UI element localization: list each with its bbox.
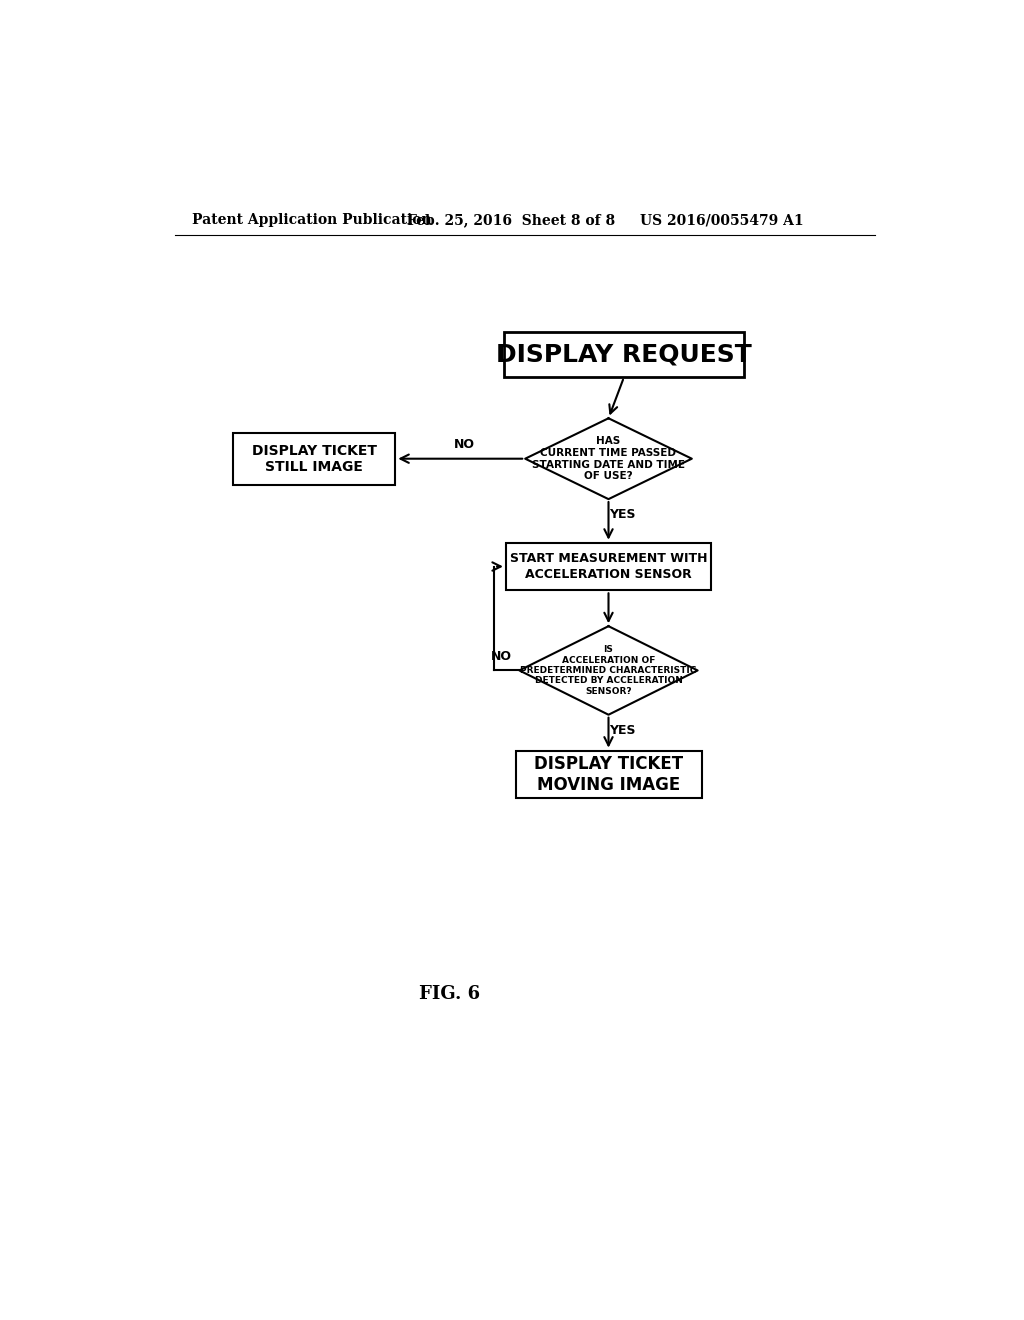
Text: START MEASUREMENT WITH
ACCELERATION SENSOR: START MEASUREMENT WITH ACCELERATION SENS… [510, 553, 708, 581]
Text: YES: YES [609, 508, 636, 521]
Text: NO: NO [454, 438, 475, 451]
Text: FIG. 6: FIG. 6 [419, 985, 480, 1003]
Bar [504, 333, 744, 378]
Text: DISPLAY REQUEST: DISPLAY REQUEST [496, 343, 752, 367]
Text: NO: NO [490, 649, 512, 663]
Bar [232, 433, 395, 484]
Text: DISPLAY TICKET
MOVING IMAGE: DISPLAY TICKET MOVING IMAGE [534, 755, 683, 793]
Text: Feb. 25, 2016  Sheet 8 of 8: Feb. 25, 2016 Sheet 8 of 8 [407, 213, 615, 227]
Bar [515, 751, 701, 799]
Bar [506, 543, 712, 590]
Text: YES: YES [609, 723, 636, 737]
Text: Patent Application Publication: Patent Application Publication [191, 213, 431, 227]
Text: HAS
CURRENT TIME PASSED
STARTING DATE AND TIME
OF USE?: HAS CURRENT TIME PASSED STARTING DATE AN… [532, 437, 685, 480]
Text: US 2016/0055479 A1: US 2016/0055479 A1 [640, 213, 803, 227]
Text: IS
ACCELERATION OF
PREDETERMINED CHARACTERISTIC
DETECTED BY ACCELERATION
SENSOR?: IS ACCELERATION OF PREDETERMINED CHARACT… [520, 645, 696, 696]
Text: DISPLAY TICKET
STILL IMAGE: DISPLAY TICKET STILL IMAGE [252, 444, 377, 474]
